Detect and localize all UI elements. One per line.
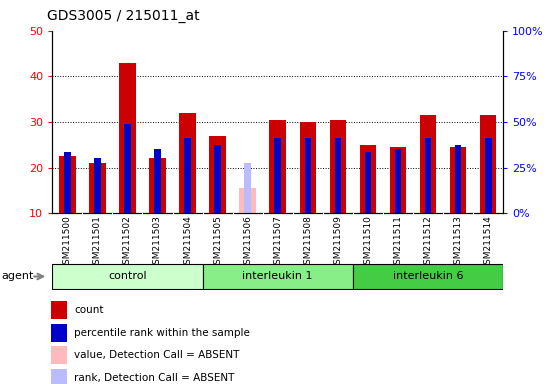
Text: GSM211508: GSM211508 [303, 216, 312, 270]
Text: GSM211505: GSM211505 [213, 216, 222, 270]
Bar [94, 158, 101, 213]
Bar [334, 138, 341, 213]
Bar [154, 149, 161, 213]
Text: GSM211500: GSM211500 [63, 216, 72, 270]
Bar [51, 301, 67, 319]
Text: value, Detection Call = ABSENT: value, Detection Call = ABSENT [74, 350, 240, 360]
Bar [179, 113, 196, 213]
Bar [480, 115, 497, 213]
Text: GSM211507: GSM211507 [273, 216, 282, 270]
Bar [51, 369, 67, 384]
Bar [395, 149, 402, 213]
Text: agent: agent [1, 271, 34, 281]
Bar [184, 138, 191, 213]
Bar [420, 115, 436, 213]
FancyBboxPatch shape [353, 264, 503, 289]
Bar [305, 138, 311, 213]
Bar [214, 145, 221, 213]
Text: percentile rank within the sample: percentile rank within the sample [74, 328, 250, 338]
Bar [64, 152, 70, 213]
Bar [51, 324, 67, 342]
Text: GSM211504: GSM211504 [183, 216, 192, 270]
Bar [124, 124, 131, 213]
FancyBboxPatch shape [202, 264, 353, 289]
Text: interleukin 1: interleukin 1 [243, 271, 313, 281]
Bar [300, 122, 316, 213]
Bar [455, 145, 461, 213]
Text: rank, Detection Call = ABSENT: rank, Detection Call = ABSENT [74, 373, 235, 383]
Bar [270, 120, 286, 213]
Bar [119, 63, 136, 213]
Bar [51, 346, 67, 364]
Bar [210, 136, 226, 213]
Bar [244, 163, 251, 213]
Text: interleukin 6: interleukin 6 [393, 271, 463, 281]
Bar [365, 152, 371, 213]
Text: GSM211513: GSM211513 [454, 216, 463, 270]
Bar [450, 147, 466, 213]
Text: GSM211512: GSM211512 [424, 216, 433, 270]
Bar [390, 147, 406, 213]
Text: GSM211511: GSM211511 [393, 216, 403, 270]
Text: GSM211501: GSM211501 [93, 216, 102, 270]
FancyBboxPatch shape [52, 264, 202, 289]
Text: GSM211509: GSM211509 [333, 216, 343, 270]
Bar [239, 188, 256, 213]
Bar [425, 138, 431, 213]
Text: GSM211514: GSM211514 [483, 216, 493, 270]
Text: GSM211503: GSM211503 [153, 216, 162, 270]
Bar [485, 138, 492, 213]
Bar [89, 163, 106, 213]
Text: control: control [108, 271, 147, 281]
Bar [274, 138, 281, 213]
Text: count: count [74, 305, 104, 315]
Text: GSM211506: GSM211506 [243, 216, 252, 270]
Bar [329, 120, 346, 213]
Text: GSM211502: GSM211502 [123, 216, 132, 270]
Text: GDS3005 / 215011_at: GDS3005 / 215011_at [47, 9, 199, 23]
Text: GSM211510: GSM211510 [364, 216, 372, 270]
Bar [59, 156, 75, 213]
Bar [149, 158, 166, 213]
Bar [360, 145, 376, 213]
